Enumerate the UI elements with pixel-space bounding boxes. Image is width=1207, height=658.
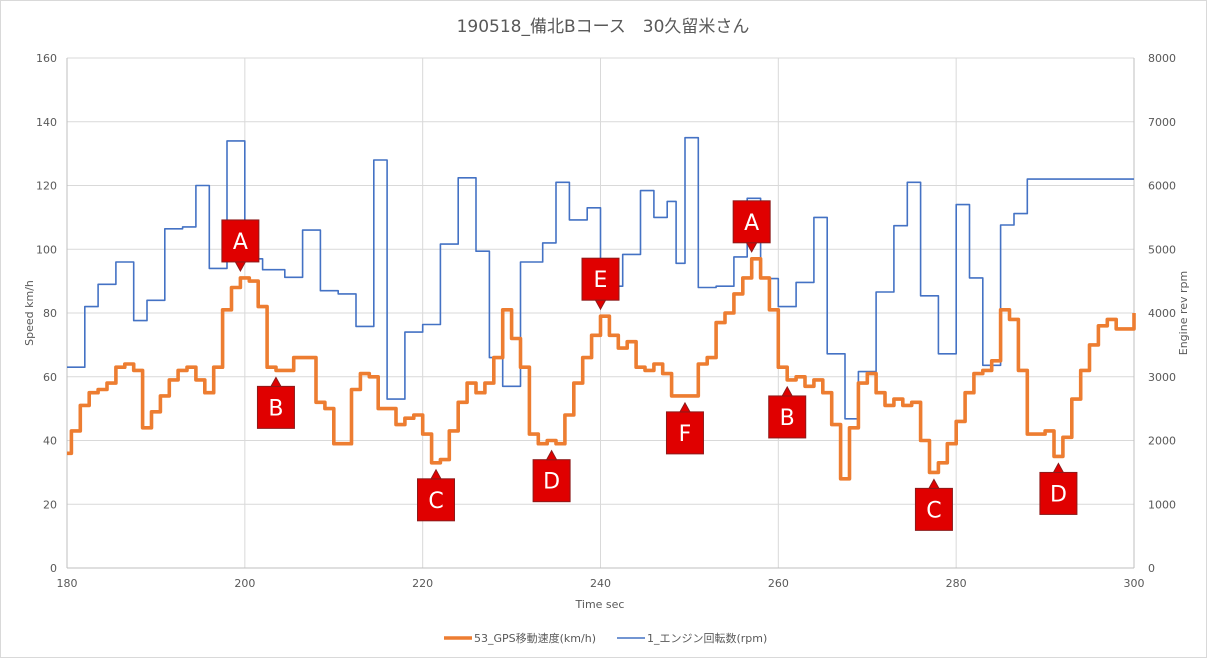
callout-box (768, 395, 807, 439)
callout-A: A (221, 219, 260, 272)
y-tick-label: 120 (36, 180, 57, 193)
legend-entry: 53_GPS移動速度(km/h) (444, 631, 596, 645)
legend: 53_GPS移動速度(km/h) 1_エンジン回転数(rpm) (444, 631, 767, 645)
callout-pointer (679, 401, 691, 413)
y-tick-label: 160 (36, 52, 57, 65)
y2-tick-label: 5000 (1148, 243, 1176, 256)
y-axis-right-ticks: 0 1000 2000 3000 4000 5000 6000 7000 8000 (1148, 52, 1176, 575)
callout-D: D (532, 449, 571, 503)
callout-B: B (768, 385, 807, 439)
y2-tick-label: 4000 (1148, 307, 1176, 320)
grid (66, 57, 1135, 569)
y-axis-left-ticks: 0 20 40 60 80 100 120 140 160 (36, 52, 57, 575)
callout-pointer (430, 468, 442, 480)
x-tick-label: 180 (57, 577, 78, 590)
callout-label: F (679, 422, 692, 447)
callout-box (417, 478, 456, 522)
y-tick-label: 100 (36, 243, 57, 256)
y2-tick-label: 0 (1148, 562, 1155, 575)
y-axis-right-label: Engine rev rpm (1177, 271, 1190, 355)
callout-pointer (745, 242, 758, 253)
callout-C: C (417, 468, 456, 522)
callout-label: C (428, 489, 443, 514)
callout-pointer (234, 261, 247, 272)
callout-E: E (581, 257, 620, 311)
callout-pointer (928, 478, 940, 489)
y-tick-label: 40 (43, 435, 57, 448)
callout-label: B (268, 396, 283, 421)
callout-pointer (1052, 462, 1065, 473)
callout-label: A (744, 211, 759, 236)
y2-tick-label: 1000 (1148, 498, 1176, 511)
callout-C: C (914, 478, 953, 531)
y-tick-label: 0 (50, 562, 57, 575)
callout-A: A (732, 200, 771, 253)
y2-tick-label: 6000 (1148, 180, 1176, 193)
y-tick-label: 60 (43, 371, 57, 384)
callout-label: B (780, 406, 795, 431)
callout-box (581, 257, 620, 301)
y-tick-label: 20 (43, 498, 57, 511)
callout-B: B (256, 376, 295, 429)
y-tick-label: 140 (36, 116, 57, 129)
callout-pointer (545, 449, 558, 461)
chart-title: 190518_備北Bコース 30久留米さん (457, 17, 750, 37)
callout-label: C (926, 498, 941, 523)
annotation-layer: A B C D E F A B C D (221, 200, 1078, 531)
callout-pointer (781, 385, 794, 397)
callout-box (665, 411, 704, 455)
y-tick-label: 80 (43, 307, 57, 320)
callout-label: D (543, 470, 560, 495)
callout-D: D (1039, 462, 1078, 515)
series-layer (67, 136, 1136, 481)
series-line-gps-speed (67, 257, 1136, 481)
callout-box (221, 219, 260, 263)
callout-box (256, 385, 295, 429)
x-tick-label: 260 (768, 577, 789, 590)
series-line-engine-rpm (67, 136, 1134, 420)
callout-pointer (594, 299, 607, 311)
x-tick-label: 280 (946, 577, 967, 590)
callout-label: A (233, 230, 248, 255)
callout-pointer (270, 376, 282, 387)
y2-tick-label: 7000 (1148, 116, 1176, 129)
callout-box (914, 487, 953, 531)
x-axis-ticks: 180 200 220 240 260 280 300 (57, 577, 1145, 590)
legend-entry: 1_エンジン回転数(rpm) (617, 632, 767, 645)
callout-label: E (594, 268, 608, 293)
y2-tick-label: 2000 (1148, 435, 1176, 448)
x-tick-label: 300 (1124, 577, 1145, 590)
x-tick-label: 220 (412, 577, 433, 590)
callout-label: D (1050, 482, 1067, 507)
legend-label: 53_GPS移動速度(km/h) (474, 631, 596, 645)
callout-box (732, 200, 771, 244)
x-tick-label: 200 (234, 577, 255, 590)
y2-tick-label: 3000 (1148, 371, 1176, 384)
x-tick-label: 240 (590, 577, 611, 590)
legend-label: 1_エンジン回転数(rpm) (647, 632, 767, 645)
y2-tick-label: 8000 (1148, 52, 1176, 65)
x-axis-label: Time sec (575, 598, 625, 611)
y-axis-left-label: Speed km/h (23, 280, 36, 346)
callout-F: F (665, 401, 704, 455)
